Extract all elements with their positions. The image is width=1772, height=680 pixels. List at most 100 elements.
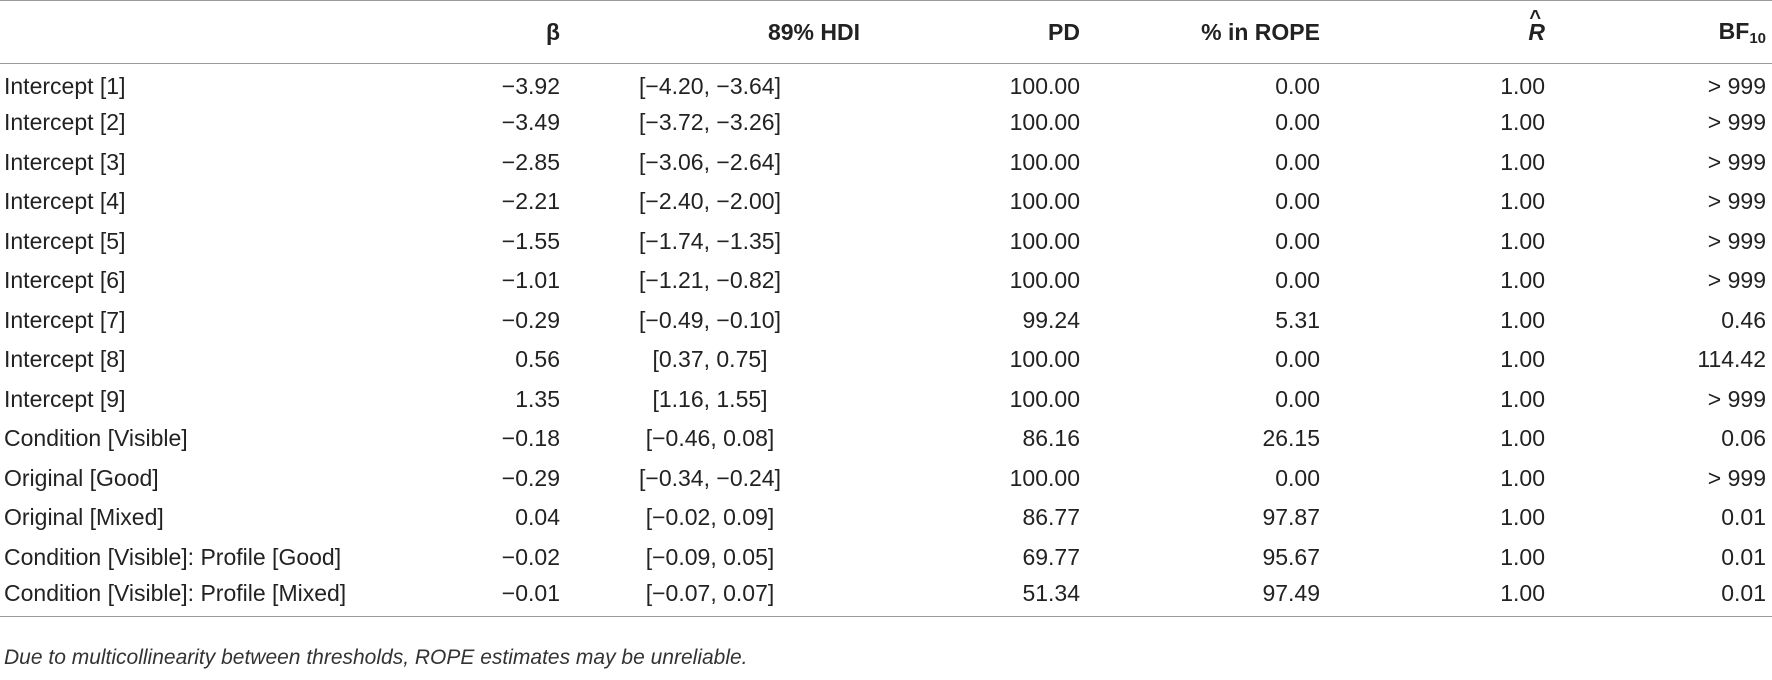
cell-pd: 100.00 [1009,346,1080,373]
cell-beta: −0.29 [501,464,560,491]
cell-hdi: [−2.40, −2.00] [639,188,781,215]
cell-term: Intercept [4] [4,188,126,215]
header-beta: β [470,0,560,64]
table-header: β 89% HDI PD % in ROPE R BF10 [0,0,1772,64]
header-row: β 89% HDI PD % in ROPE R BF10 [0,0,1772,64]
cell-rope: 0.00 [1275,148,1320,175]
table-row: Intercept [5] −1.55 [−1.74, −1.35] 100.0… [0,222,1772,262]
header-rope: % in ROPE [1080,0,1320,64]
cell-beta: −0.18 [501,425,560,452]
table-row: Intercept [6] −1.01 [−1.21, −0.82] 100.0… [0,261,1772,301]
cell-beta: −2.21 [501,188,560,215]
cell-rhat: 1.00 [1320,577,1545,617]
header-term [0,0,470,64]
rhat-symbol: R [1528,7,1545,46]
cell-pd: 86.16 [1022,425,1080,452]
cell-bf: 0.01 [1721,543,1766,570]
cell-hdi: [−1.74, −1.35] [639,227,781,254]
cell-bf: > 999 [1707,148,1766,175]
cell-pd: 99.24 [1022,306,1080,333]
cell-rhat: 1.00 [1500,425,1545,452]
cell-pd: 69.77 [1022,543,1080,570]
cell-beta: −0.01 [470,577,560,617]
cell-pd: 86.77 [1022,504,1080,531]
cell-rope: 0.00 [1275,267,1320,294]
cell-term: Intercept [8] [4,346,126,373]
cell-beta: −2.85 [501,148,560,175]
cell-rhat: 1.00 [1500,346,1545,373]
cell-hdi: [−0.34, −0.24] [639,464,781,491]
cell-term: Intercept [5] [4,227,126,254]
table-row: Intercept [9] 1.35 [1.16, 1.55] 100.00 0… [0,380,1772,420]
table-row: Intercept [2] −3.49 [−3.72, −3.26] 100.0… [0,103,1772,143]
cell-rope: 0.00 [1275,385,1320,412]
cell-term: Intercept [9] [4,385,126,412]
header-rhat: R [1320,0,1545,64]
cell-rhat: 1.00 [1500,227,1545,254]
table-row: Intercept [1] −3.92 [−4.20, −3.64] 100.0… [0,64,1772,104]
cell-term: Condition [Visible] [4,425,188,452]
cell-term: Intercept [7] [4,306,126,333]
cell-beta: 0.04 [515,504,560,531]
cell-beta: −3.49 [501,109,560,136]
cell-pd: 100.00 [1009,267,1080,294]
cell-rhat: 1.00 [1500,73,1545,99]
cell-rhat: 1.00 [1500,543,1545,570]
cell-rope: 97.87 [1262,504,1320,531]
cell-hdi: [−1.21, −0.82] [639,267,781,294]
cell-beta: −3.92 [501,73,560,99]
table-row: Original [Good] −0.29 [−0.34, −0.24] 100… [0,459,1772,499]
cell-bf: > 999 [1707,188,1766,215]
table-row: Intercept [7] −0.29 [−0.49, −0.10] 99.24… [0,301,1772,341]
cell-bf: > 999 [1707,267,1766,294]
cell-pd: 100.00 [1009,227,1080,254]
cell-rope: 5.31 [1275,306,1320,333]
cell-rope: 0.00 [1275,109,1320,136]
cell-rope: 0.00 [1275,346,1320,373]
table-row: Original [Mixed] 0.04 [−0.02, 0.09] 86.7… [0,498,1772,538]
table-body: Intercept [1] −3.92 [−4.20, −3.64] 100.0… [0,64,1772,617]
table-row: Condition [Visible]: Profile [Good] −0.0… [0,538,1772,578]
cell-hdi: [−0.49, −0.10] [639,306,781,333]
cell-rhat: 1.00 [1500,504,1545,531]
cell-pd: 51.34 [860,577,1080,617]
cell-rope: 95.67 [1262,543,1320,570]
cell-hdi: [−3.72, −3.26] [639,109,781,136]
cell-rhat: 1.00 [1500,148,1545,175]
cell-term: Condition [Visible]: Profile [Good] [4,543,342,570]
cell-rope: 97.49 [1080,577,1320,617]
cell-rhat: 1.00 [1500,385,1545,412]
cell-beta: 0.56 [515,346,560,373]
cell-rhat: 1.00 [1500,109,1545,136]
cell-rhat: 1.00 [1500,188,1545,215]
cell-beta: 1.35 [515,385,560,412]
cell-bf: > 999 [1707,385,1766,412]
bf-subscript: 10 [1749,29,1766,47]
table-row: Intercept [3] −2.85 [−3.06, −2.64] 100.0… [0,143,1772,183]
cell-term: Original [Mixed] [4,504,164,531]
table-row: Intercept [4] −2.21 [−2.40, −2.00] 100.0… [0,182,1772,222]
cell-bf: 0.06 [1721,425,1766,452]
regression-results-table: β 89% HDI PD % in ROPE R BF10 Intercept … [0,0,1772,617]
cell-bf: 114.42 [1697,346,1766,373]
cell-beta: −0.29 [501,306,560,333]
cell-term: Intercept [1] [4,73,126,99]
cell-rhat: 1.00 [1500,306,1545,333]
bf-label: BF [1718,17,1750,44]
table-footnote: Due to multicollinearity between thresho… [4,646,748,669]
cell-rhat: 1.00 [1500,464,1545,491]
header-bf: BF10 [1545,0,1772,64]
cell-pd: 100.00 [1009,188,1080,215]
cell-bf: 0.46 [1721,306,1766,333]
cell-hdi: [−4.20, −3.64] [639,73,781,99]
cell-term: Intercept [3] [4,148,126,175]
cell-term: Intercept [6] [4,267,126,294]
cell-term: Condition [Visible]: Profile [Mixed] [0,577,470,617]
header-hdi: 89% HDI [560,0,860,64]
table-row: Condition [Visible]: Profile [Mixed] −0.… [0,577,1772,617]
cell-hdi: [−0.09, 0.05] [645,543,775,570]
cell-hdi: [1.16, 1.55] [652,385,768,412]
cell-pd: 100.00 [1009,148,1080,175]
cell-bf: 0.01 [1545,577,1772,617]
cell-pd: 100.00 [1009,109,1080,136]
